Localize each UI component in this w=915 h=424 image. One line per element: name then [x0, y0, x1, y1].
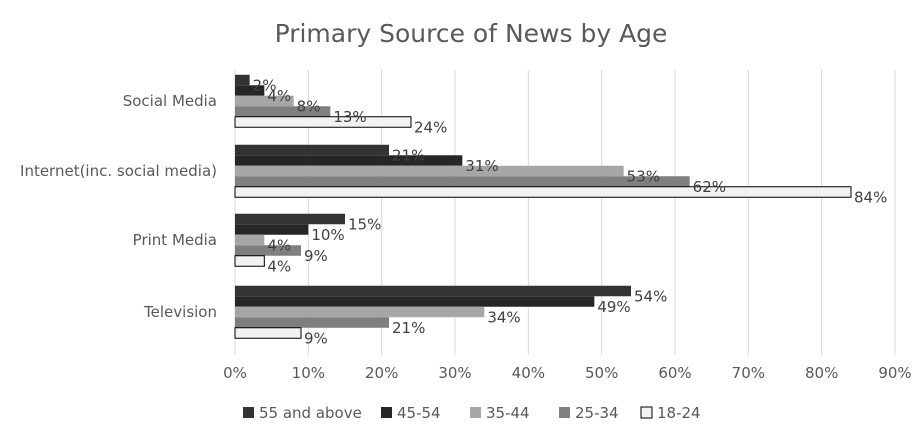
data-label: 8%	[297, 97, 321, 115]
bar-25-34-internet-inc-social-media	[235, 176, 690, 187]
x-tick-label: 50%	[585, 364, 618, 382]
data-label: 24%	[414, 118, 447, 136]
bar-18-24-social-media	[234, 116, 412, 128]
data-label: 4%	[267, 236, 291, 254]
category-label: Print Media	[133, 231, 217, 249]
legend-swatch-18-24	[640, 406, 653, 419]
data-label: 9%	[304, 247, 328, 265]
data-label: 54%	[634, 287, 667, 305]
chart-title: Primary Source of News by Age	[275, 19, 668, 48]
bar-55-and-above-social-media	[235, 74, 250, 86]
data-label: 10%	[311, 226, 344, 244]
bar-55-and-above-television	[235, 285, 631, 297]
legend-swatch-55-and-above	[243, 407, 254, 418]
category-label: Television	[143, 303, 217, 321]
legend-label: 25-34	[575, 404, 619, 422]
bar-45-54-television	[235, 296, 595, 307]
x-tick-label: 30%	[438, 364, 471, 382]
bar-45-54-internet-inc-social-media	[235, 155, 463, 166]
x-tick-labels: 0% 10% 20% 30% 40% 50% 60% 70% 80% 90%	[223, 364, 912, 382]
data-label: 4%	[267, 257, 291, 275]
bar-55-and-above-internet-inc-social-media	[235, 144, 389, 156]
data-label: 21%	[392, 146, 425, 164]
data-label: 4%	[267, 87, 291, 105]
bar-35-44-social-media	[235, 95, 294, 107]
category-labels: Social Media Internet(inc. social media) P…	[20, 92, 217, 321]
x-tick-label: 10%	[292, 364, 325, 382]
data-label: 49%	[597, 298, 630, 316]
data-labels: 2%4%8%13%24%21%31%53%62%84%15%10%4%9%4%5…	[253, 76, 888, 347]
bar-18-24-print-media	[234, 255, 265, 267]
x-tick-label: 40%	[512, 364, 545, 382]
legend-label: 45-54	[397, 404, 441, 422]
data-label: 15%	[348, 215, 381, 233]
x-tick-label: 60%	[658, 364, 691, 382]
bar-25-34-print-media	[235, 245, 301, 256]
data-label: 31%	[465, 157, 498, 175]
bar-35-44-television	[235, 306, 485, 318]
data-label: 34%	[487, 308, 520, 326]
x-tick-label: 0%	[223, 364, 247, 382]
bar-35-44-internet-inc-social-media	[235, 165, 624, 177]
bar-18-24-television	[234, 327, 302, 339]
bar-18-24-internet-inc-social-media	[234, 186, 852, 198]
bar-35-44-print-media	[235, 234, 265, 246]
bar-25-34-television	[235, 317, 389, 328]
data-label: 21%	[392, 319, 425, 337]
legend-swatch-25-34	[559, 407, 570, 418]
legend-label: 35-44	[486, 404, 530, 422]
data-label: 62%	[693, 178, 726, 196]
x-tick-label: 80%	[805, 364, 838, 382]
legend-swatch-45-54	[381, 407, 392, 418]
bar-45-54-print-media	[235, 224, 309, 235]
data-label: 84%	[854, 188, 887, 206]
x-tick-label: 90%	[878, 364, 911, 382]
bar-45-54-social-media	[235, 85, 265, 96]
data-label: 53%	[627, 167, 660, 185]
x-tick-label: 20%	[365, 364, 398, 382]
legend: 55 and above 45-54 35-44 25-34 18-24	[243, 404, 701, 422]
data-label: 9%	[304, 329, 328, 347]
legend-label: 55 and above	[259, 404, 362, 422]
legend-swatch-35-44	[470, 407, 481, 418]
legend-label: 18-24	[657, 404, 701, 422]
data-label: 13%	[333, 108, 366, 126]
category-label: Internet(inc. social media)	[20, 162, 217, 180]
x-tick-label: 70%	[732, 364, 765, 382]
bar-25-34-social-media	[235, 106, 331, 117]
data-label: 2%	[253, 76, 277, 94]
bar-55-and-above-print-media	[235, 213, 345, 225]
bars	[234, 74, 852, 339]
category-label: Social Media	[123, 92, 217, 110]
